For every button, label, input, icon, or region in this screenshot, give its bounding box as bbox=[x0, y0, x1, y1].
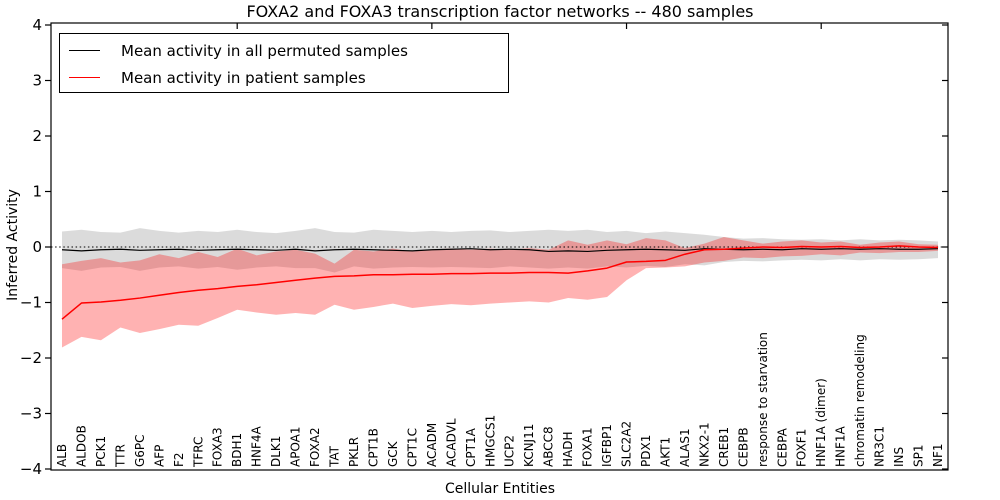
category-label: PCK1 bbox=[94, 436, 108, 467]
category-label: HNF1A bbox=[834, 425, 848, 467]
legend-line-sample-red bbox=[69, 77, 100, 78]
category-label: NR3C1 bbox=[873, 426, 887, 467]
category-label: chromatin remodeling bbox=[853, 334, 867, 467]
category-label: G6PC bbox=[133, 434, 147, 467]
category-label: CEBPA bbox=[775, 427, 789, 467]
y-tick-label: −2 bbox=[20, 349, 42, 367]
category-label: IGFBP1 bbox=[600, 424, 614, 467]
category-label: FOXA2 bbox=[308, 427, 322, 467]
category-label: HNF4A bbox=[250, 425, 264, 467]
category-label: HNF1A (dimer) bbox=[814, 378, 828, 467]
permuted-mean-line bbox=[61, 248, 939, 253]
legend-label: Mean activity in all permuted samples bbox=[121, 41, 408, 60]
category-label: ABCC8 bbox=[542, 426, 556, 467]
category-label: HADH bbox=[561, 432, 575, 468]
y-tick-label: 2 bbox=[32, 127, 42, 145]
category-label: ACADVL bbox=[444, 418, 458, 467]
category-label: FOXA3 bbox=[211, 427, 225, 467]
category-label: AKT1 bbox=[658, 437, 672, 467]
category-label: FOXA1 bbox=[581, 427, 595, 467]
category-label: ALB bbox=[55, 444, 69, 467]
category-label: NKX2-1 bbox=[697, 422, 711, 467]
category-label: TFRC bbox=[191, 437, 205, 468]
y-axis-label: Inferred Activity bbox=[5, 189, 21, 301]
category-label: TAT bbox=[328, 445, 342, 468]
y-tick-label: 1 bbox=[32, 183, 42, 201]
legend-label: Mean activity in patient samples bbox=[121, 68, 366, 87]
category-label: APOA1 bbox=[289, 426, 303, 467]
y-tick-label: −3 bbox=[20, 405, 42, 423]
category-label: ALAS1 bbox=[678, 428, 692, 467]
category-label: CPT1B bbox=[366, 428, 380, 467]
category-label: F2 bbox=[172, 452, 186, 467]
category-label: ACADM bbox=[425, 423, 439, 467]
category-label: KCNJ11 bbox=[522, 424, 536, 467]
category-label: CPT1A bbox=[464, 427, 478, 467]
category-label: SP1 bbox=[912, 445, 926, 468]
category-label: CEBPB bbox=[736, 427, 750, 467]
chart-title: FOXA2 and FOXA3 transcription factor net… bbox=[246, 2, 754, 21]
category-label: CREB1 bbox=[717, 427, 731, 467]
category-label: PKLR bbox=[347, 437, 361, 467]
category-label: SLC2A2 bbox=[620, 421, 634, 467]
category-label: response to starvation bbox=[756, 332, 770, 467]
patient-mean-line bbox=[61, 245, 939, 320]
x-axis-label: Cellular Entities bbox=[444, 481, 556, 497]
category-label: GCK bbox=[386, 440, 400, 467]
legend: Mean activity in all permuted samples Me… bbox=[59, 33, 509, 93]
category-label: NF1 bbox=[931, 443, 945, 467]
category-label: BDH1 bbox=[230, 433, 244, 467]
patient-confidence-band bbox=[62, 237, 938, 348]
category-label: TTR bbox=[113, 444, 127, 468]
y-tick-label: −4 bbox=[20, 460, 42, 478]
category-label: ALDOB bbox=[74, 425, 88, 467]
y-tick-label: 4 bbox=[32, 16, 42, 34]
y-tick-label: 0 bbox=[32, 238, 42, 256]
permuted-confidence-band bbox=[62, 228, 938, 273]
category-label: PDX1 bbox=[639, 435, 653, 467]
category-label: HMGCS1 bbox=[483, 415, 497, 467]
legend-line-sample-black bbox=[69, 50, 100, 51]
category-label: UCP2 bbox=[503, 435, 517, 467]
category-label: FOXF1 bbox=[795, 429, 809, 467]
category-label: CPT1C bbox=[405, 428, 419, 467]
category-label: INS bbox=[892, 447, 906, 467]
category-label: AFP bbox=[152, 445, 166, 467]
y-tick-label: 3 bbox=[32, 72, 42, 90]
legend-entry-patient: Mean activity in patient samples bbox=[60, 64, 508, 91]
category-label: DLK1 bbox=[269, 436, 283, 467]
legend-entry-permuted: Mean activity in all permuted samples bbox=[60, 37, 508, 64]
y-tick-label: −1 bbox=[20, 294, 42, 312]
